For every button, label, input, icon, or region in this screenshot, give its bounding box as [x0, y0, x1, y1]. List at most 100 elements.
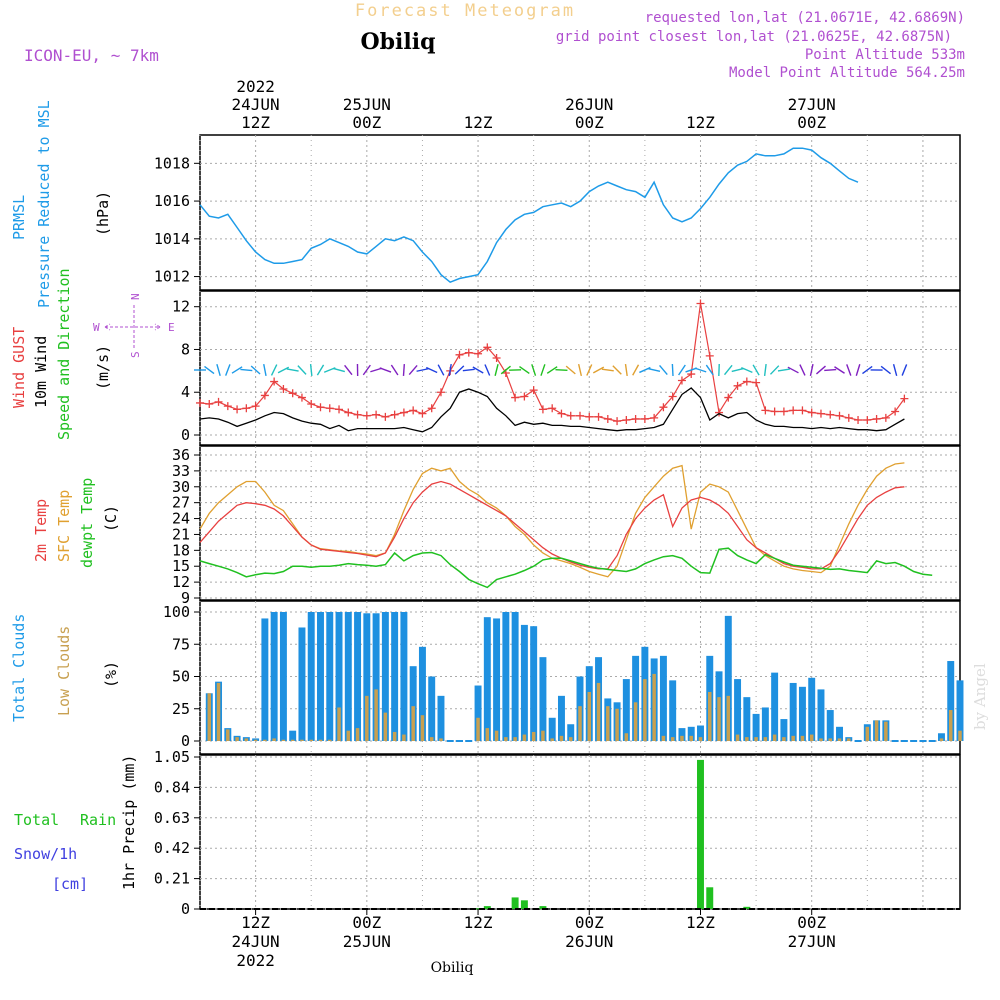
wind-direction-arrow: [494, 364, 499, 376]
low-cloud-bar: [365, 695, 369, 741]
total-cloud-bar: [483, 617, 491, 741]
wind-direction-arrow: [809, 363, 814, 377]
wind-direction-arrow: [752, 364, 760, 376]
gust-marker: [557, 409, 566, 418]
wind-direction-arrow: [316, 364, 325, 376]
low-cloud-bar: [522, 734, 527, 741]
y-tick-label: 1014: [154, 230, 190, 248]
footer-location: Obiliq: [431, 960, 474, 976]
gust-marker: [585, 412, 594, 421]
credit-label: by Angel: [971, 663, 989, 730]
wind-direction-arrow: [379, 367, 392, 373]
gust-marker: [594, 412, 603, 421]
gust-marker: [492, 354, 501, 363]
y-tick-label: 1.05: [154, 748, 190, 766]
wind-direction-arrow: [546, 366, 558, 374]
wind-direction-arrow: [472, 366, 484, 374]
low-cloud-bar: [633, 702, 638, 741]
total-cloud-bar: [279, 612, 287, 741]
gust-marker: [362, 411, 371, 420]
low-cloud-bar: [337, 707, 341, 741]
compass-w: W: [93, 321, 100, 334]
total-cloud-bar: [539, 657, 547, 741]
gust-marker: [455, 350, 464, 359]
y-tick-label: 36: [172, 446, 190, 464]
y-tick-label: 100: [163, 603, 190, 621]
rain-bar: [474, 908, 482, 910]
low-cloud-bar: [809, 734, 814, 741]
low-cloud-bar: [735, 734, 740, 741]
low-cloud-bar: [958, 730, 962, 741]
low-cloud-bar: [318, 739, 323, 741]
total-cloud-bar: [548, 717, 556, 741]
low-cloud-bar: [559, 735, 564, 741]
y-tick-label: 33: [172, 462, 190, 480]
wind-direction-arrow: [448, 363, 452, 377]
low-cloud-bar: [606, 706, 610, 741]
low-cloud-bar: [791, 735, 795, 741]
gust-marker: [436, 388, 445, 397]
low-cloud-bar: [643, 679, 647, 741]
gust-marker: [464, 348, 473, 357]
bottom-hour-label: 00Z: [797, 913, 826, 932]
panel-frame-3: [199, 600, 961, 755]
gust-marker: [511, 393, 520, 402]
total-cloud-bar: [798, 686, 806, 741]
rain-bar: [511, 897, 519, 909]
wind-direction-arrow: [231, 366, 243, 374]
low-cloud-bar: [383, 712, 388, 741]
low-cloud-bar: [661, 735, 666, 741]
gust-marker: [724, 393, 733, 402]
low-cloud-bar: [652, 673, 656, 741]
total-cloud-bar: [289, 730, 297, 741]
dew-label: dewpt Temp: [78, 478, 96, 568]
low-cloud-bar: [207, 693, 212, 741]
wind-direction-arrow: [416, 368, 429, 372]
total-cloud-bar: [381, 612, 389, 741]
gust-marker: [891, 407, 900, 416]
total-cloud-bar: [632, 655, 640, 741]
gust-marker: [844, 413, 853, 422]
low-cloud-bar: [485, 728, 490, 741]
wind-direction-arrow: [624, 363, 628, 377]
gust-marker: [603, 414, 612, 423]
wind-direction-arrow: [309, 363, 313, 377]
wind-direction-arrow: [225, 364, 231, 376]
meteogram-title: Forecast Meteogram: [355, 1, 575, 21]
temp2m-line: [199, 480, 905, 570]
cloud-labels: Total Clouds Low Clouds (%): [10, 614, 120, 722]
total-cloud-bar: [252, 738, 260, 741]
low-cloud-bar: [828, 738, 832, 741]
compass-s: S: [129, 351, 142, 358]
wind-direction-arrow: [425, 366, 438, 374]
low-cloud-bar: [698, 737, 703, 741]
total-cloud-bar: [270, 612, 278, 741]
wind-direction-arrow: [402, 363, 406, 377]
total-cloud-bar: [622, 679, 630, 741]
low-cloud-bar: [782, 737, 786, 741]
gridpoint-coords: grid point closest lon,lat (21.0625E, 42…: [556, 29, 952, 45]
total-cloud-bar: [817, 689, 825, 741]
gust-marker: [260, 391, 269, 400]
gust-marker: [205, 399, 214, 408]
gust-marker: [279, 385, 288, 394]
total-cloud-bar: [437, 695, 445, 741]
gust-marker: [668, 392, 677, 401]
pressure-label-1: PRMSL: [10, 195, 28, 240]
gust-marker: [900, 394, 909, 403]
wind-direction-arrow: [462, 368, 475, 372]
low-cloud-bar: [884, 721, 888, 741]
pressure-labels: PRMSL Pressure Reduced to MSL (hPa): [10, 100, 112, 308]
low-cloud-bar: [754, 737, 758, 741]
low-cloud-bar: [513, 737, 517, 741]
y-tick-label: 0: [181, 426, 190, 444]
total-cloud-bar: [363, 613, 371, 741]
y-tick-label: 27: [172, 494, 190, 512]
dewpoint-line: [199, 547, 933, 589]
wind-direction-arrow: [390, 364, 399, 376]
low-cloud-bar: [216, 682, 221, 741]
gust-marker: [881, 413, 890, 422]
wind-direction-arrow: [586, 364, 593, 376]
low-cloud-bar: [355, 728, 360, 741]
low-cloud-bar: [717, 697, 721, 741]
